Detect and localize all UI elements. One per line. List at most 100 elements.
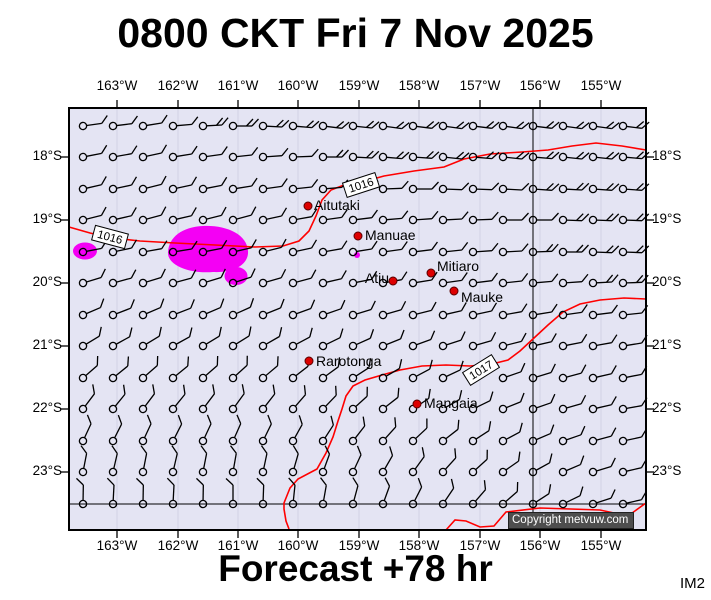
wind-barb-station-circle xyxy=(588,467,598,477)
wind-barb-feather xyxy=(549,424,555,434)
wind-barb xyxy=(108,445,118,477)
wind-barb xyxy=(258,414,272,446)
wind-barb xyxy=(378,446,394,477)
wind-barb-feather xyxy=(303,385,307,395)
wind-barb-feather xyxy=(191,145,198,155)
wind-barb-staff xyxy=(174,393,186,407)
wind-barb-staff xyxy=(506,401,521,409)
wind-barb-feather xyxy=(581,182,590,191)
wind-barb xyxy=(228,355,248,383)
wind-barb xyxy=(558,151,590,162)
island-label: Atiu xyxy=(365,270,389,286)
wind-barb-staff xyxy=(445,428,459,440)
wind-barb-feather xyxy=(310,299,316,309)
wind-barb xyxy=(78,298,105,320)
wind-barb-feather xyxy=(551,151,560,160)
wind-barb-staff xyxy=(233,423,242,438)
wind-barb-feather xyxy=(98,326,102,337)
wind-barb xyxy=(228,146,259,162)
wind-barb-feather xyxy=(483,480,487,490)
wind-barb-feather xyxy=(281,119,290,128)
wind-barb xyxy=(318,270,347,288)
wind-barb-station-circle xyxy=(348,310,358,320)
wind-barb-feather xyxy=(200,445,208,454)
wind-barb-feather xyxy=(636,274,644,283)
wind-barb xyxy=(288,239,318,257)
wind-barb-feather xyxy=(426,150,434,159)
wind-barb-feather xyxy=(516,481,519,492)
wind-barb xyxy=(138,384,156,414)
wind-barb xyxy=(288,299,316,320)
wind-barb-staff xyxy=(293,453,299,469)
wind-barb xyxy=(198,176,228,194)
wind-barb-station-circle xyxy=(138,467,148,477)
wind-barb xyxy=(408,359,433,383)
wind-barb-staff xyxy=(112,484,115,501)
wind-barb xyxy=(378,387,400,414)
wind-barb-staff xyxy=(116,184,132,189)
wind-barb-staff xyxy=(176,248,192,253)
page-title: 0800 CKT Fri 7 Nov 2025 xyxy=(117,10,594,56)
wind-barb-feather xyxy=(311,120,320,129)
wind-barb-staff xyxy=(205,365,218,377)
wind-barb-station-circle xyxy=(288,436,298,446)
wind-barb-staff xyxy=(144,393,155,407)
wind-barb-staff xyxy=(596,435,612,441)
wind-barb-feather xyxy=(551,303,558,313)
wind-barb xyxy=(138,355,159,383)
wind-barb-feather xyxy=(158,326,162,337)
map-background xyxy=(69,108,646,530)
wind-barb xyxy=(588,489,616,509)
wind-barb-feather xyxy=(486,151,494,159)
wind-barb-feather xyxy=(190,269,197,279)
wind-barb-feather xyxy=(220,206,227,216)
wind-barb xyxy=(108,299,135,320)
wind-barb xyxy=(288,327,313,351)
wind-barb xyxy=(106,477,118,509)
wind-barb-staff xyxy=(506,280,522,284)
wind-barb xyxy=(108,327,133,351)
wind-barb xyxy=(438,182,470,194)
wind-barb-feather xyxy=(369,329,375,339)
wind-barb xyxy=(468,421,492,446)
wind-barb-feather xyxy=(636,245,644,253)
lon-label-top: 156°W xyxy=(519,78,561,93)
wind-barb-station-circle xyxy=(528,373,538,383)
wind-barb xyxy=(408,330,436,351)
wind-barb-feather xyxy=(401,210,409,219)
wind-barb-station-circle xyxy=(258,373,268,383)
wind-barb-station-circle xyxy=(348,341,358,351)
lat-label-right: 21°S xyxy=(652,337,682,352)
wind-barb-feather xyxy=(250,268,256,278)
island-label: Aitutaki xyxy=(314,197,360,213)
wind-barb-staff xyxy=(115,336,130,345)
wind-barb-station-circle xyxy=(408,499,418,509)
wind-barb-feather xyxy=(292,445,299,455)
wind-barb-station-circle xyxy=(498,247,508,257)
wind-barb-staff xyxy=(446,249,462,253)
wind-barb-feather xyxy=(611,274,619,283)
wind-barb-station-circle xyxy=(198,215,208,225)
wind-barb-feather xyxy=(520,392,525,403)
wind-barb-station-circle xyxy=(558,247,568,257)
wind-barb-staff xyxy=(446,156,462,160)
wind-barb xyxy=(138,144,168,162)
wind-barb-staff xyxy=(356,337,371,346)
wind-barb-station-circle xyxy=(558,152,568,162)
wind-barb-feather xyxy=(221,176,228,186)
wind-barb-feather xyxy=(611,334,618,344)
wind-barb xyxy=(78,206,107,225)
wind-barb-staff xyxy=(506,340,522,346)
wind-barb-staff xyxy=(416,218,432,221)
wind-barb-feather xyxy=(605,274,614,283)
wind-barb-feather xyxy=(221,117,229,126)
wind-barb-station-circle xyxy=(78,121,88,131)
lon-label-bottom: 159°W xyxy=(338,538,380,553)
wind-barb-staff xyxy=(385,367,400,377)
wind-barb-feather xyxy=(551,121,560,129)
wind-barb xyxy=(256,477,268,509)
wind-barb-staff xyxy=(86,247,102,252)
wind-barb-feather xyxy=(306,120,314,128)
wind-barb-feather xyxy=(352,477,359,486)
